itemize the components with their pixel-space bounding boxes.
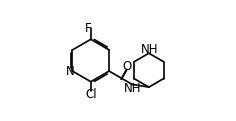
Text: NH: NH [124, 82, 142, 95]
Text: N: N [66, 65, 75, 78]
Text: Cl: Cl [86, 88, 97, 102]
Text: O: O [122, 60, 131, 73]
Text: F: F [84, 22, 91, 35]
Text: NH: NH [141, 42, 158, 56]
